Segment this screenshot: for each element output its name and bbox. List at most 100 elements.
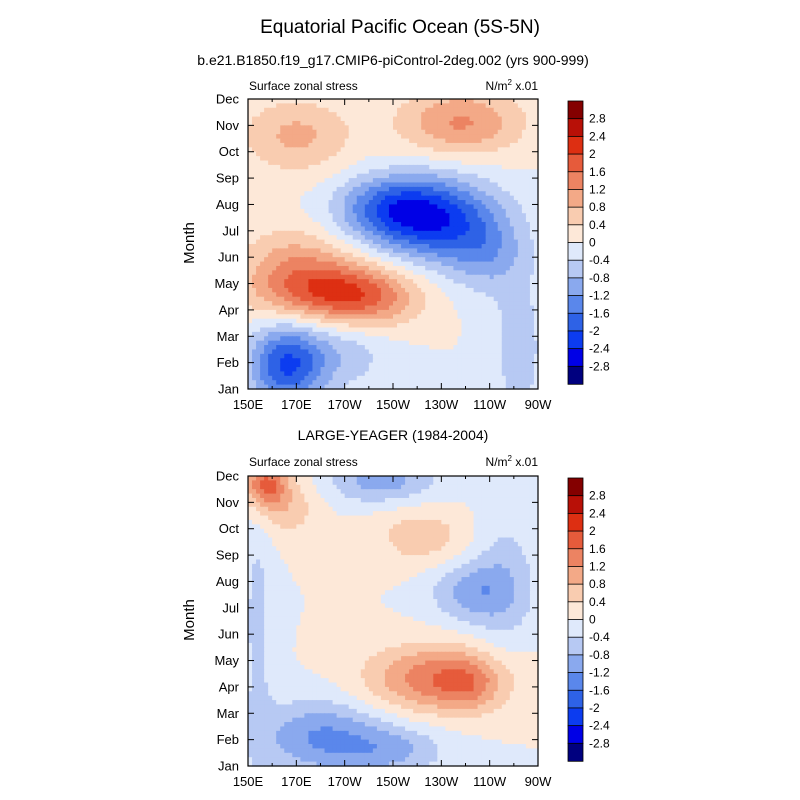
- panel-2: LARGE-YEAGER (1984-2004) Surface zonal s…: [181, 427, 610, 789]
- field-cell: [521, 318, 527, 324]
- field-cell: [256, 120, 261, 126]
- field-cell: [393, 191, 398, 197]
- field-cell: [260, 375, 265, 381]
- field-cell: [481, 222, 487, 228]
- field-cell: [360, 301, 366, 307]
- field-cell: [284, 371, 289, 377]
- field-cell: [397, 353, 402, 359]
- field-cell: [449, 270, 455, 276]
- field-cell: [413, 345, 418, 351]
- field-cell: [260, 287, 265, 293]
- field-cell: [268, 178, 273, 184]
- field-cell: [397, 151, 402, 157]
- field-cell: [505, 160, 511, 166]
- field-cell: [352, 191, 358, 197]
- field-cell: [509, 178, 515, 184]
- field-cell: [316, 340, 322, 346]
- field-cell: [384, 248, 390, 254]
- field-cell: [529, 301, 535, 307]
- field-cell: [368, 239, 374, 245]
- field-cell: [320, 239, 326, 245]
- field-cell: [461, 142, 467, 148]
- field-cell: [304, 340, 310, 346]
- field-cell: [461, 244, 467, 249]
- field-cell: [445, 156, 450, 162]
- field-cell: [284, 384, 289, 390]
- field-cell: [393, 327, 398, 333]
- field-cell: [469, 195, 475, 201]
- field-cell: [360, 353, 366, 359]
- field-cell: [328, 134, 334, 140]
- field-cell: [421, 125, 426, 131]
- field-cell: [477, 147, 483, 153]
- field-cell: [252, 204, 257, 210]
- field-cell: [332, 208, 338, 214]
- field-cell: [312, 200, 318, 206]
- field-cell: [393, 476, 398, 481]
- field-cell: [336, 257, 342, 263]
- field-cell: [469, 112, 475, 118]
- field-cell: [513, 169, 519, 175]
- field-cell: [517, 318, 523, 324]
- field-cell: [256, 375, 261, 381]
- field-cell: [465, 367, 471, 373]
- field-cell: [332, 138, 338, 144]
- field-cell: [521, 353, 527, 359]
- field-cell: [409, 112, 414, 118]
- field-cell: [501, 314, 507, 320]
- field-cell: [525, 239, 531, 245]
- field-cell: [312, 265, 318, 271]
- field-cell: [437, 173, 442, 179]
- field-cell: [469, 283, 475, 289]
- field-cell: [477, 257, 483, 263]
- field-cell: [320, 116, 326, 122]
- field-cell: [296, 327, 301, 333]
- field-cell: [280, 208, 285, 214]
- field-cell: [413, 164, 418, 170]
- field-cell: [441, 252, 446, 258]
- field-cell: [280, 195, 285, 201]
- field-cell: [336, 340, 342, 346]
- field-cell: [405, 138, 410, 144]
- field-cell: [409, 314, 414, 320]
- field-cell: [308, 279, 314, 285]
- field-cell: [320, 358, 326, 364]
- field-cell: [505, 358, 511, 364]
- field-cell: [449, 292, 455, 298]
- field-cell: [360, 217, 366, 223]
- field-cell: [340, 279, 346, 285]
- field-cell: [429, 116, 434, 122]
- field-cell: [356, 200, 362, 206]
- field-cell: [437, 367, 442, 373]
- field-cell: [409, 134, 414, 140]
- field-cell: [521, 103, 527, 109]
- field-cell: [304, 120, 310, 126]
- field-cell: [376, 480, 382, 486]
- field-cell: [453, 164, 459, 170]
- field-cell: [328, 301, 334, 307]
- field-cell: [356, 173, 362, 179]
- field-cell: [360, 186, 366, 192]
- field-cell: [465, 287, 471, 293]
- field-cell: [252, 147, 257, 153]
- field-cell: [308, 274, 314, 280]
- field-cell: [509, 270, 515, 276]
- field-cell: [473, 261, 479, 267]
- field-cell: [368, 186, 374, 192]
- field-cell: [461, 340, 467, 346]
- field-cell: [352, 160, 358, 166]
- field-cell: [517, 336, 523, 342]
- field-cell: [252, 358, 257, 364]
- field-cell: [477, 160, 483, 166]
- field-cell: [393, 380, 398, 386]
- field-cell: [252, 173, 257, 179]
- field-cell: [445, 270, 450, 276]
- field-cell: [533, 142, 539, 148]
- field-cell: [272, 314, 277, 320]
- field-cell: [533, 195, 539, 201]
- field-cell: [469, 287, 475, 293]
- field-cell: [332, 309, 338, 315]
- field-cell: [364, 345, 370, 351]
- field-cell: [449, 476, 455, 481]
- field-cell: [280, 296, 285, 302]
